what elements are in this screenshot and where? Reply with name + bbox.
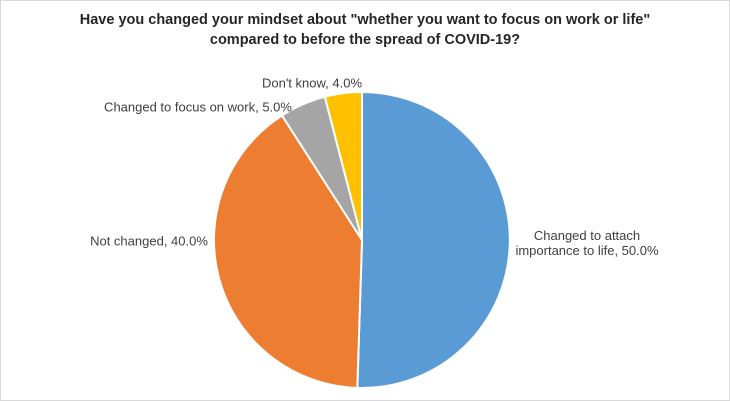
pie-slices [212,91,511,389]
pie-slice-don-t-know [323,91,363,241]
data-label-dont-know: Don't know, 4.0% [261,75,363,91]
chart-title-line1: Have you changed your mindset about "whe… [79,12,651,28]
data-label-changed-to-focus-on-work: Changed to focus on work, 5.0% [104,99,292,115]
chart-title: Have you changed your mindset about "whe… [35,10,695,50]
pie-slice-changed-to-attach-importance-to-life [356,91,511,389]
data-label-not-changed: Not changed, 40.0% [90,233,208,249]
chart-title-line2: compared to before the spread of COVID-1… [209,32,521,48]
data-label-changed-to-attach-importance-to-life: Changed to attach importance to life, 50… [515,228,659,258]
